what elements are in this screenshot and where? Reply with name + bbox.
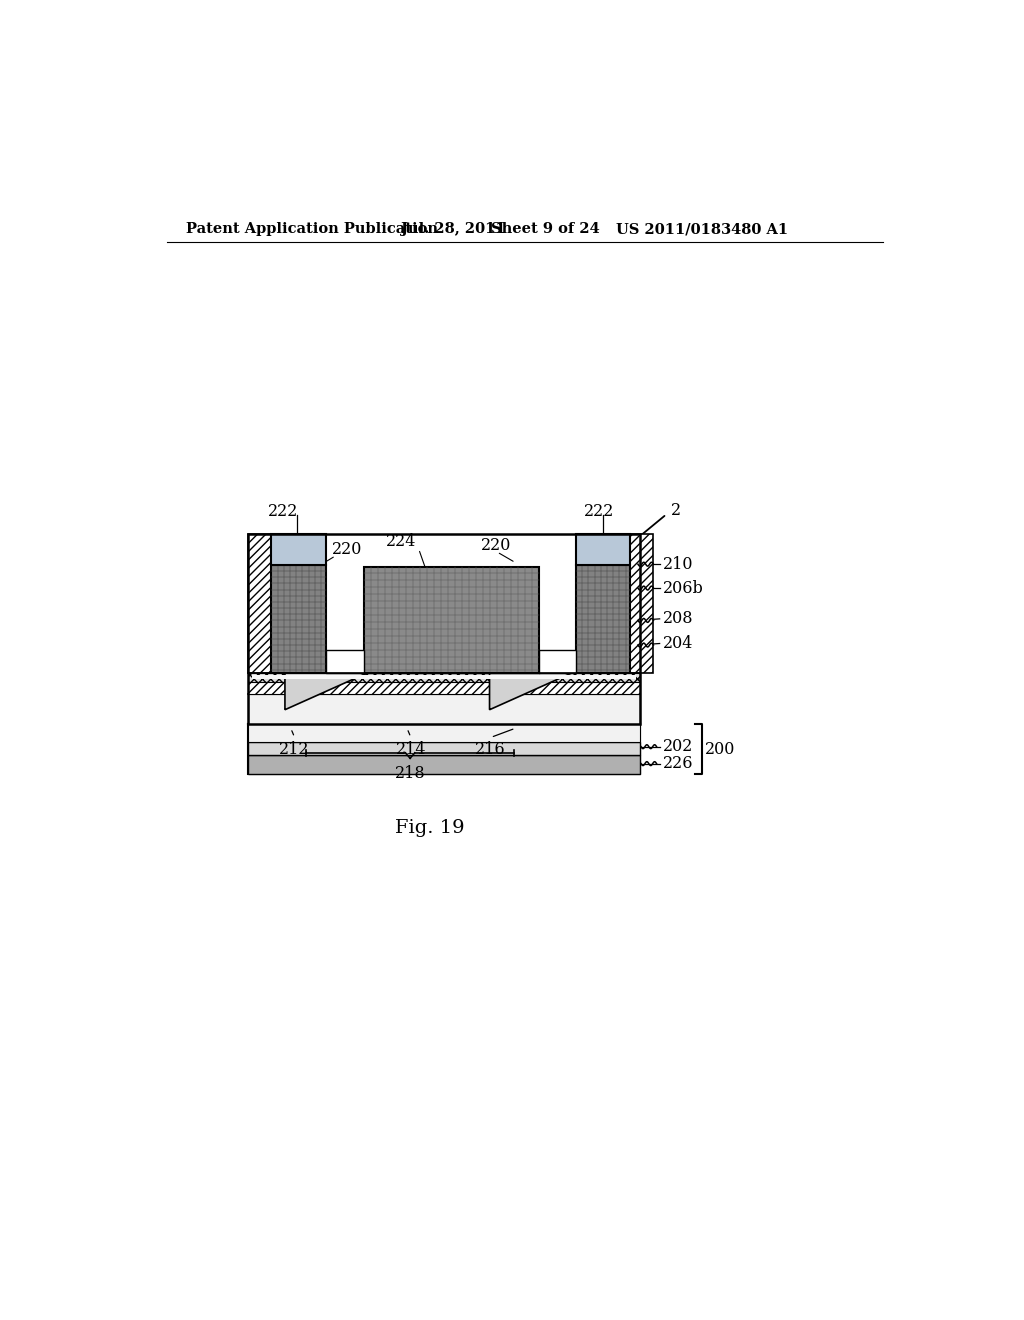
Bar: [248, 535, 640, 725]
Polygon shape: [489, 669, 579, 710]
Text: Fig. 19: Fig. 19: [395, 820, 465, 837]
Bar: [248, 742, 640, 755]
Text: US 2011/0183480 A1: US 2011/0183480 A1: [616, 222, 788, 236]
Bar: [575, 565, 630, 673]
Bar: [271, 565, 326, 673]
Text: 212: 212: [280, 742, 310, 758]
Text: Jul. 28, 2011: Jul. 28, 2011: [400, 222, 506, 236]
Text: 216: 216: [475, 742, 506, 758]
Text: 214: 214: [395, 742, 426, 758]
Text: 220: 220: [480, 537, 511, 554]
Bar: [326, 649, 365, 673]
Text: 202: 202: [663, 738, 693, 755]
Text: Patent Application Publication: Patent Application Publication: [186, 222, 438, 236]
Bar: [630, 535, 653, 673]
Text: Sheet 9 of 24: Sheet 9 of 24: [490, 222, 599, 236]
Bar: [365, 566, 539, 673]
Bar: [575, 535, 630, 565]
Text: 210: 210: [663, 556, 693, 573]
Text: 204: 204: [663, 635, 693, 652]
Text: 200: 200: [706, 741, 736, 758]
Bar: [248, 725, 640, 775]
Bar: [252, 675, 636, 678]
Text: 222: 222: [268, 503, 298, 520]
Bar: [248, 682, 640, 693]
Text: 224: 224: [386, 532, 417, 549]
Bar: [248, 535, 271, 673]
Bar: [248, 755, 640, 775]
Text: 220: 220: [332, 541, 362, 558]
Text: 218: 218: [395, 766, 425, 783]
Bar: [248, 693, 640, 742]
Text: 222: 222: [584, 503, 614, 520]
Text: 208: 208: [663, 610, 693, 627]
Bar: [539, 649, 575, 673]
Text: 206b: 206b: [663, 579, 703, 597]
Polygon shape: [285, 669, 374, 710]
Bar: [271, 535, 326, 565]
Text: 226: 226: [663, 755, 693, 772]
Bar: [248, 673, 640, 682]
Text: 2: 2: [671, 502, 681, 519]
